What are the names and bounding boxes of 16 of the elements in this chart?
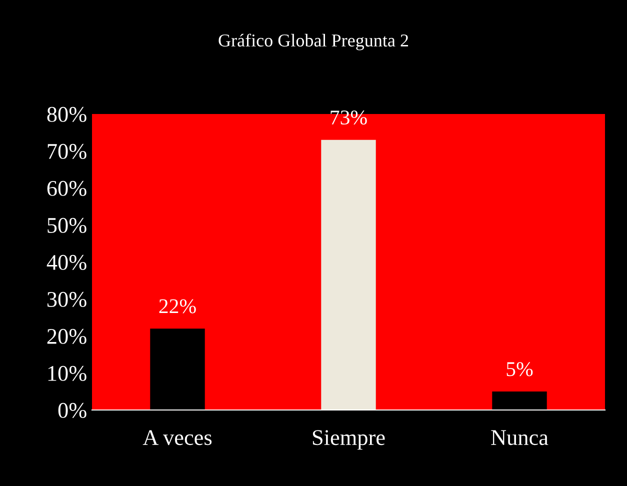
data-label: 5% (506, 362, 533, 376)
x-tick-label: A veces (142, 430, 212, 446)
data-label: 22% (159, 299, 196, 314)
y-tick-label: 40% (46, 254, 86, 270)
y-tick-label: 10% (48, 366, 86, 381)
y-tick-label: 0% (58, 402, 86, 418)
x-tick-label: Siempre (312, 430, 385, 450)
data-label: 73% (330, 110, 367, 125)
x-tick-label: Nunca (491, 430, 548, 446)
y-tick-label: 70% (48, 144, 86, 159)
y-tick-label: 80% (47, 106, 86, 122)
y-tick-label: 20% (47, 328, 86, 344)
chart-title: Gráfico Global Pregunta 2 (218, 34, 408, 50)
y-tick-label: 60% (47, 180, 86, 196)
y-tick-label: 30% (47, 292, 86, 307)
y-tick-label: 50% (48, 218, 86, 233)
